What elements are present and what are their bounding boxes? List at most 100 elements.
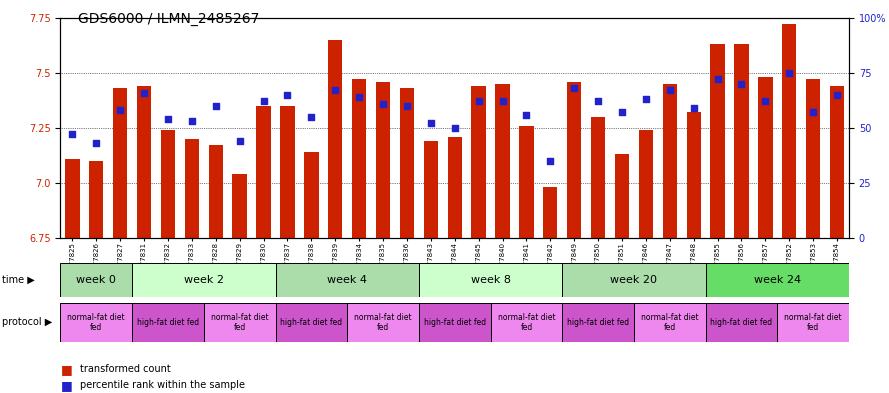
Point bbox=[591, 98, 605, 105]
Text: ■: ■ bbox=[60, 378, 72, 392]
Bar bbox=[782, 24, 797, 238]
Bar bbox=[567, 81, 581, 238]
Point bbox=[734, 81, 749, 87]
Bar bbox=[491, 303, 562, 342]
Bar bbox=[352, 79, 366, 238]
Point bbox=[830, 92, 845, 98]
Bar bbox=[543, 187, 557, 238]
Text: GDS6000 / ILMN_2485267: GDS6000 / ILMN_2485267 bbox=[78, 12, 260, 26]
Text: ■: ■ bbox=[60, 363, 72, 376]
Bar bbox=[495, 84, 509, 238]
Point bbox=[137, 89, 151, 95]
Bar bbox=[132, 303, 204, 342]
Text: time ▶: time ▶ bbox=[2, 275, 35, 285]
Bar bbox=[424, 141, 438, 238]
Bar bbox=[829, 86, 845, 238]
Point bbox=[567, 85, 581, 91]
Point bbox=[471, 98, 485, 105]
Bar bbox=[686, 112, 701, 238]
Bar bbox=[376, 81, 390, 238]
Bar bbox=[304, 152, 318, 238]
Bar bbox=[706, 263, 849, 297]
Text: normal-fat diet
fed: normal-fat diet fed bbox=[784, 312, 842, 332]
Bar bbox=[400, 88, 414, 238]
Bar bbox=[806, 79, 821, 238]
Bar bbox=[328, 40, 342, 238]
Text: high-fat diet fed: high-fat diet fed bbox=[137, 318, 199, 327]
Bar bbox=[204, 303, 276, 342]
Point bbox=[662, 87, 677, 94]
Text: week 4: week 4 bbox=[327, 275, 367, 285]
Point bbox=[113, 107, 127, 113]
Bar bbox=[60, 263, 132, 297]
Bar bbox=[634, 303, 706, 342]
Text: week 24: week 24 bbox=[754, 275, 801, 285]
Point bbox=[710, 76, 725, 83]
Bar bbox=[447, 136, 462, 238]
Text: normal-fat diet
fed: normal-fat diet fed bbox=[211, 312, 268, 332]
Point bbox=[280, 92, 294, 98]
Point bbox=[352, 94, 366, 100]
Text: high-fat diet fed: high-fat diet fed bbox=[567, 318, 629, 327]
Bar bbox=[60, 303, 132, 342]
Bar bbox=[280, 106, 294, 238]
Point bbox=[615, 109, 629, 116]
Bar bbox=[710, 44, 725, 238]
Bar bbox=[276, 263, 419, 297]
Bar bbox=[256, 106, 271, 238]
Text: normal-fat diet
fed: normal-fat diet fed bbox=[354, 312, 412, 332]
Text: transformed count: transformed count bbox=[80, 364, 171, 375]
Text: week 8: week 8 bbox=[470, 275, 510, 285]
Bar bbox=[519, 125, 533, 238]
Text: high-fat diet fed: high-fat diet fed bbox=[710, 318, 773, 327]
Bar bbox=[615, 154, 629, 238]
Point bbox=[376, 100, 390, 107]
Point bbox=[806, 109, 821, 116]
Point bbox=[686, 105, 701, 111]
Point bbox=[304, 114, 318, 120]
Bar bbox=[777, 303, 849, 342]
Point bbox=[495, 98, 509, 105]
Text: protocol ▶: protocol ▶ bbox=[2, 317, 52, 327]
Point bbox=[543, 158, 557, 164]
Bar bbox=[89, 161, 103, 238]
Bar bbox=[185, 139, 199, 238]
Point bbox=[89, 140, 103, 146]
Point bbox=[400, 103, 414, 109]
Bar bbox=[706, 303, 777, 342]
Text: week 0: week 0 bbox=[76, 275, 116, 285]
Bar bbox=[734, 44, 749, 238]
Point bbox=[185, 118, 199, 124]
Bar bbox=[233, 174, 247, 238]
Point bbox=[448, 125, 462, 131]
Text: normal-fat diet
fed: normal-fat diet fed bbox=[641, 312, 699, 332]
Bar bbox=[348, 303, 419, 342]
Bar bbox=[638, 130, 653, 238]
Point bbox=[161, 116, 175, 122]
Point bbox=[209, 103, 223, 109]
Text: normal-fat diet
fed: normal-fat diet fed bbox=[498, 312, 556, 332]
Point bbox=[639, 96, 653, 102]
Bar bbox=[471, 86, 485, 238]
Point bbox=[519, 111, 533, 118]
Point bbox=[758, 98, 773, 105]
Bar bbox=[132, 263, 276, 297]
Point bbox=[256, 98, 270, 105]
Point bbox=[328, 87, 342, 94]
Bar bbox=[419, 303, 491, 342]
Bar bbox=[662, 84, 677, 238]
Point bbox=[424, 120, 438, 127]
Point bbox=[782, 70, 797, 76]
Text: normal-fat diet
fed: normal-fat diet fed bbox=[68, 312, 125, 332]
Bar bbox=[419, 263, 562, 297]
Bar bbox=[65, 158, 80, 238]
Bar bbox=[591, 117, 605, 238]
Bar bbox=[137, 86, 151, 238]
Text: week 2: week 2 bbox=[184, 275, 224, 285]
Point bbox=[233, 138, 247, 144]
Text: high-fat diet fed: high-fat diet fed bbox=[424, 318, 485, 327]
Text: week 20: week 20 bbox=[611, 275, 658, 285]
Bar bbox=[209, 145, 223, 238]
Point bbox=[65, 131, 79, 138]
Bar bbox=[758, 77, 773, 238]
